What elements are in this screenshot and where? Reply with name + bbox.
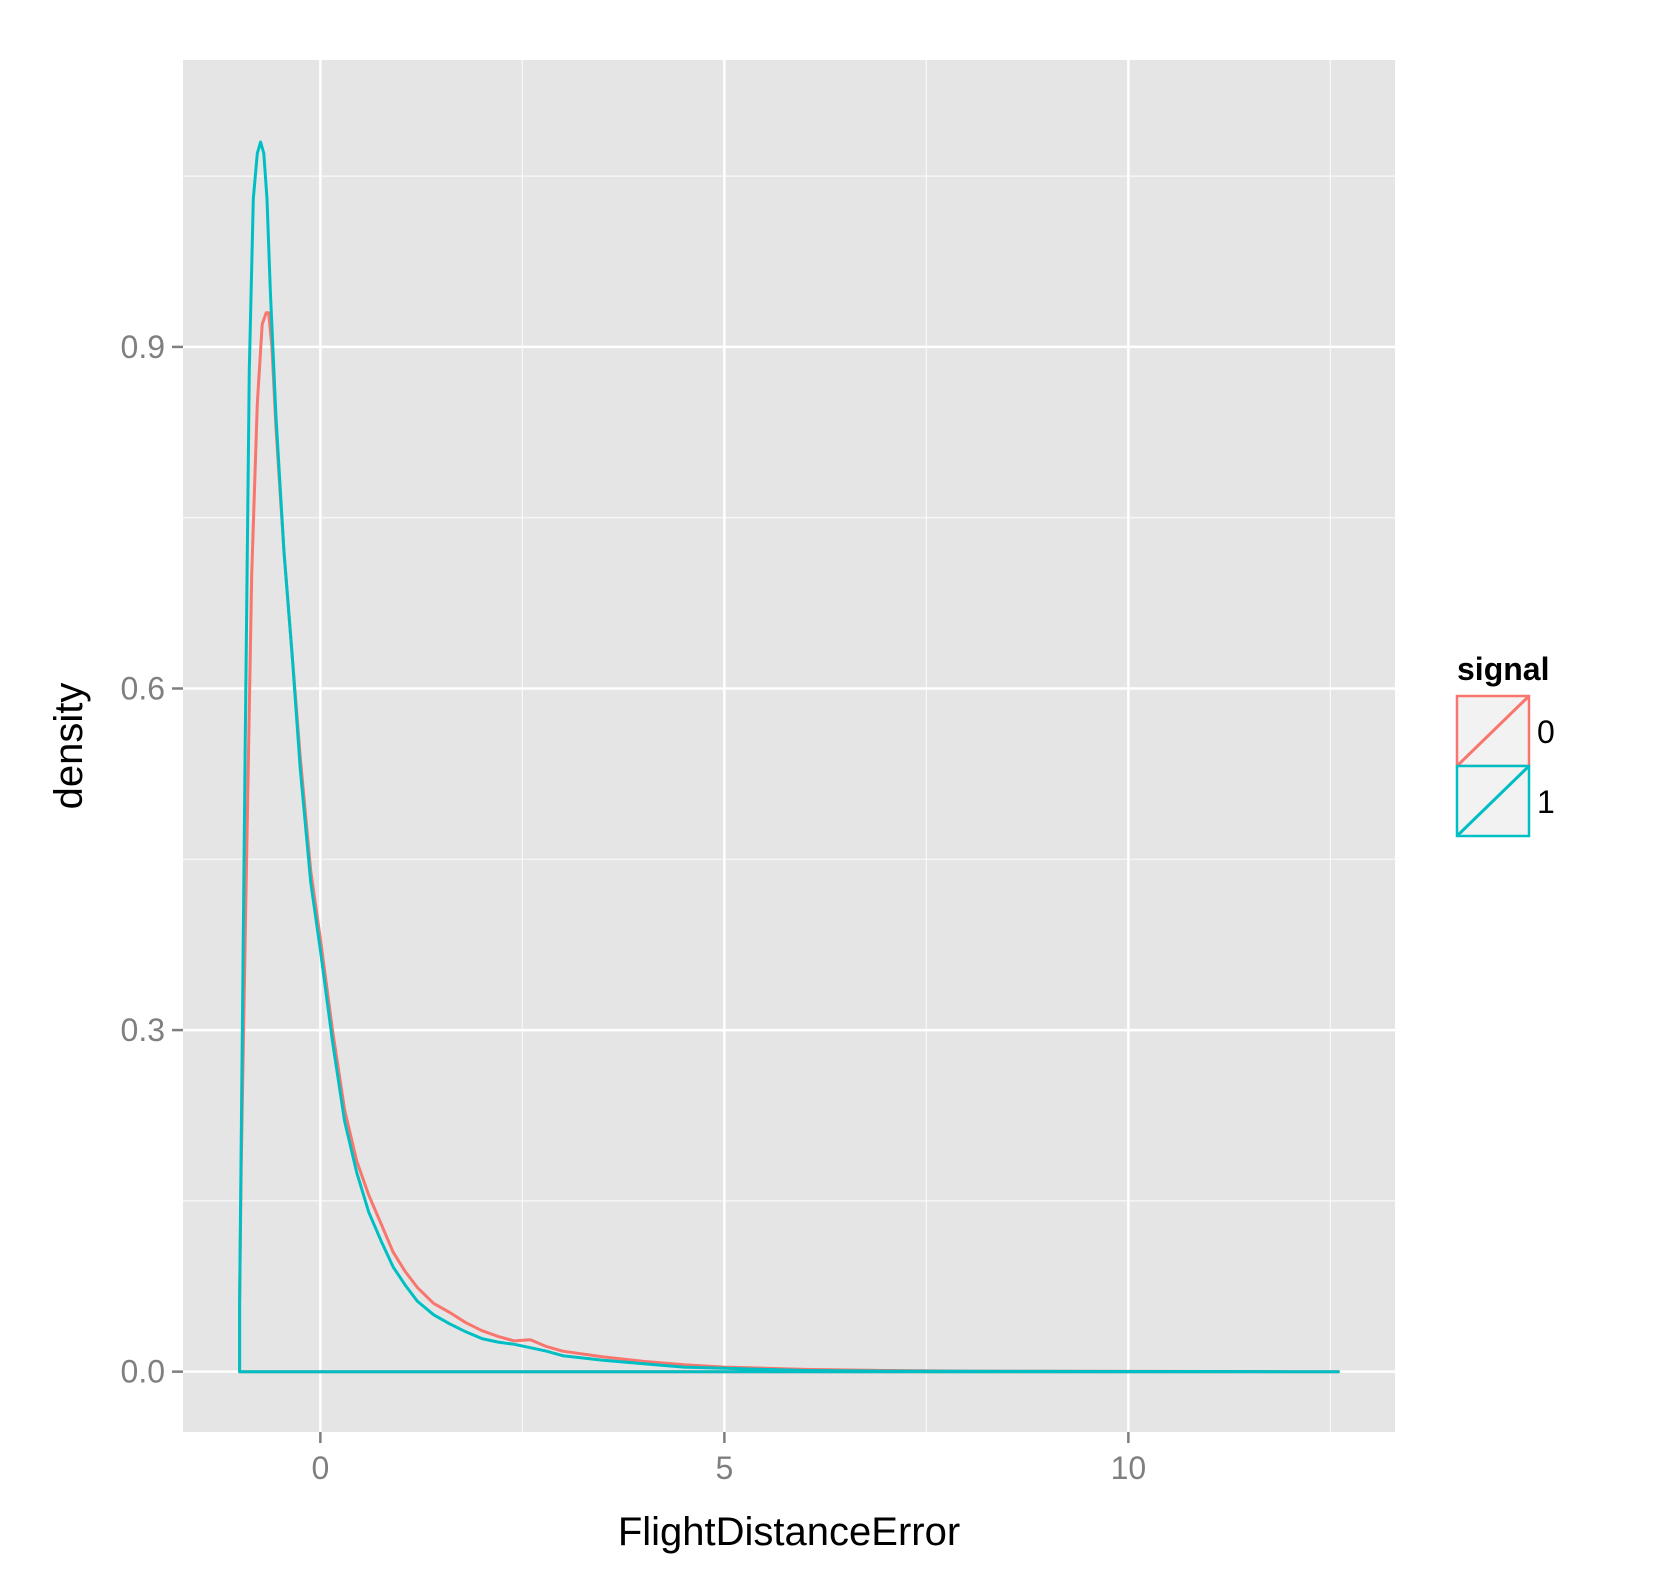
y-tick-label: 0.0 [121, 1354, 165, 1390]
legend-title: signal [1457, 651, 1549, 687]
x-tick-label: 0 [311, 1450, 329, 1486]
density-lines [238, 140, 1340, 1374]
x-tick-label: 10 [1111, 1450, 1147, 1486]
y-tick-label: 0.6 [121, 671, 165, 707]
legend: signal 0 1 [1455, 651, 1555, 838]
minor-gridlines [183, 60, 1395, 1432]
legend-key-line-1 [1455, 764, 1531, 838]
legend-key-line-0 [1455, 694, 1531, 768]
y-axis-title: density [47, 683, 91, 810]
y-tick-label: 0.3 [121, 1012, 165, 1048]
legend-label-1: 1 [1537, 784, 1555, 820]
y-axis: 0.0 0.3 0.6 0.9 [121, 329, 183, 1390]
density-line-signal-1 [238, 140, 1340, 1374]
legend-label-0: 0 [1537, 714, 1555, 750]
y-tick-label: 0.9 [121, 329, 165, 365]
plot-panel [183, 60, 1395, 1432]
x-axis-title: FlightDistanceError [618, 1510, 960, 1554]
x-tick-label: 5 [715, 1450, 733, 1486]
x-axis: 0 5 10 [311, 1432, 1146, 1486]
